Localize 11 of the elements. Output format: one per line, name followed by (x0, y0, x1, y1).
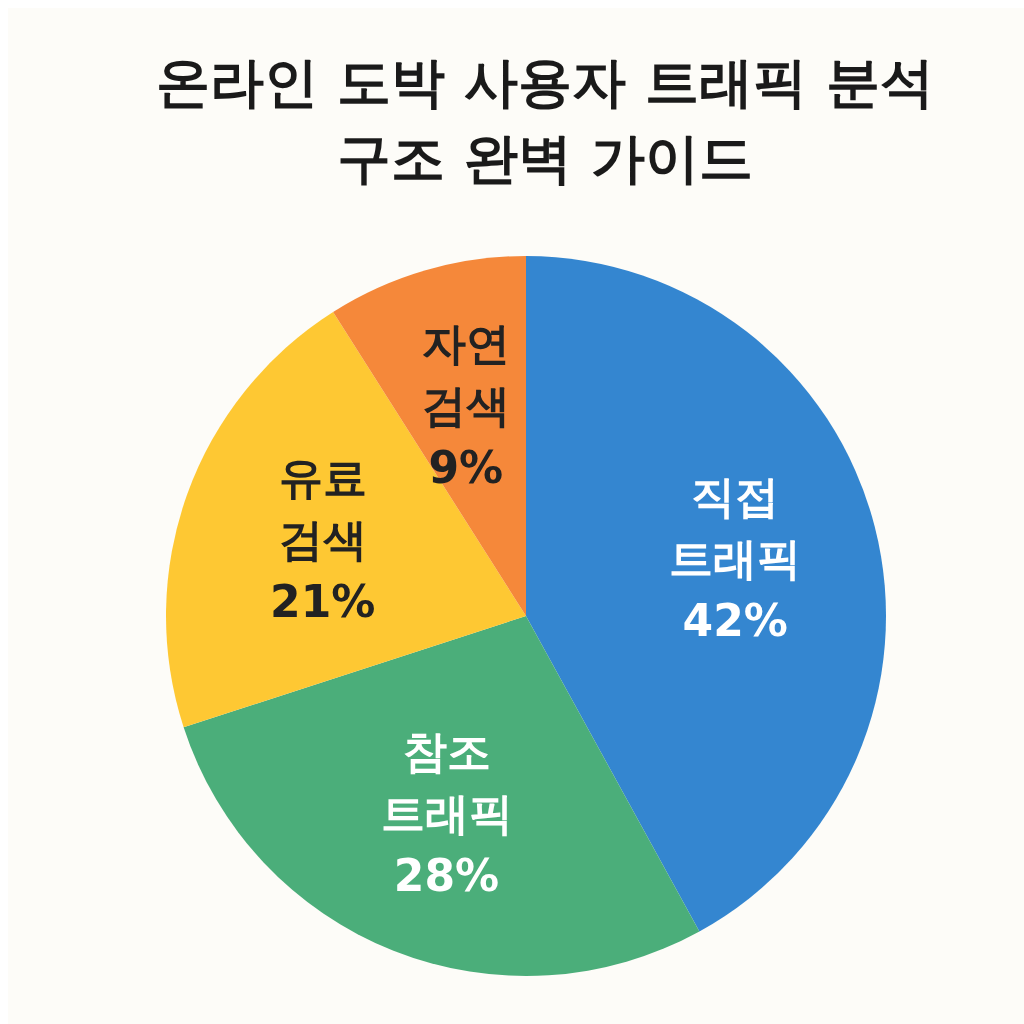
data-label: 28% (393, 849, 500, 901)
data-label: 21% (270, 575, 376, 627)
pie-slice (526, 256, 886, 932)
slice-label: 유료 검색 (278, 451, 367, 565)
slice-label: 직접 트래픽 (669, 471, 802, 585)
slice-label: 참조 트래픽 (380, 725, 513, 839)
data-label: 42% (682, 595, 788, 647)
chart-title: 온라인 도박 사용자 트래픽 분석 구조 완벽 가이드 (156, 50, 934, 190)
slice-label: 자연 검색 (421, 317, 510, 431)
data-label: 9% (428, 441, 504, 493)
pie-slice (166, 312, 526, 728)
